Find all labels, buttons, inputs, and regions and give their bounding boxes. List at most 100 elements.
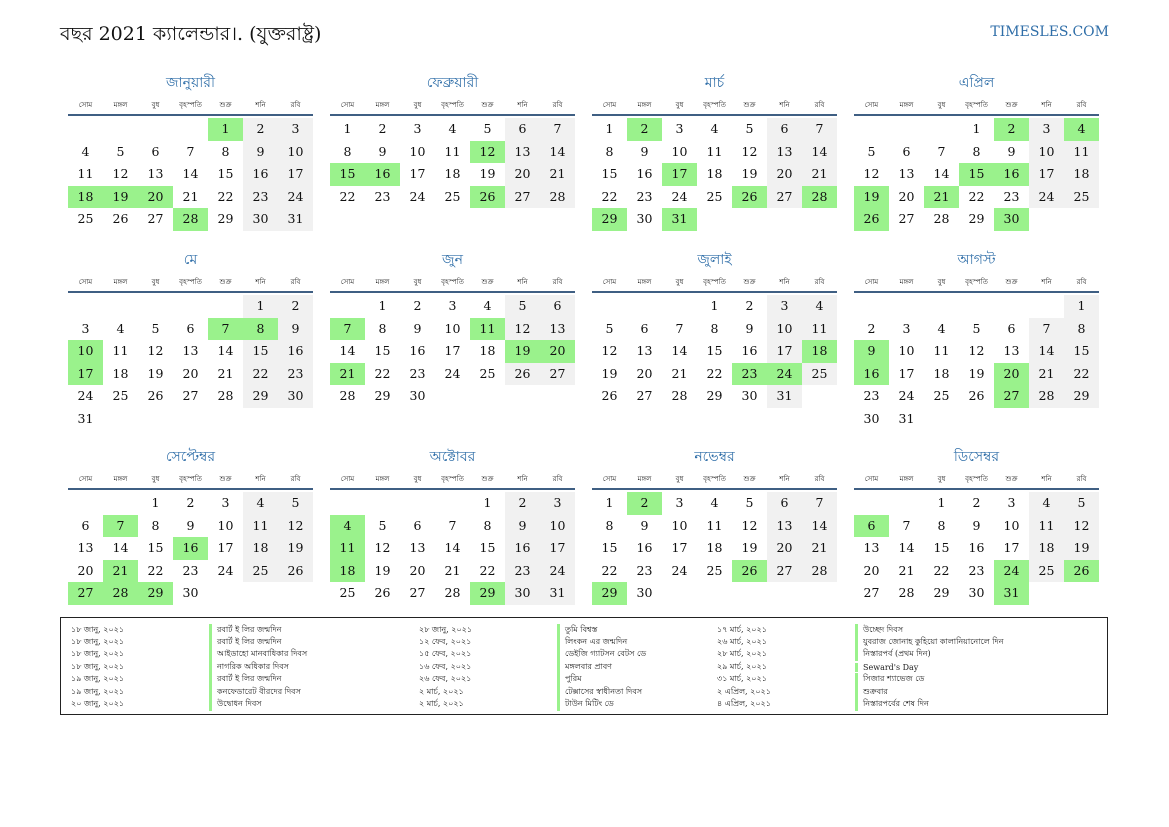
holiday-day-cell[interactable]: 24: [994, 559, 1029, 582]
day-cell[interactable]: 16: [636, 540, 653, 555]
day-cell[interactable]: 26: [374, 585, 391, 600]
day-cell[interactable]: 22: [933, 562, 950, 578]
day-cell[interactable]: 8: [483, 517, 492, 533]
day-cell[interactable]: 31: [898, 410, 915, 426]
holiday-day-cell[interactable]: 24: [767, 362, 802, 385]
day-cell[interactable]: 25: [802, 362, 837, 385]
holiday-day-cell[interactable]: 29: [592, 582, 627, 605]
day-cell[interactable]: 30: [863, 410, 880, 426]
day-cell[interactable]: 19: [741, 540, 758, 555]
day-cell[interactable]: 4: [81, 143, 90, 159]
day-cell[interactable]: 2: [186, 495, 195, 510]
day-cell[interactable]: 6: [540, 295, 575, 318]
day-cell[interactable]: 27: [898, 211, 915, 226]
day-cell[interactable]: 18: [1029, 537, 1064, 560]
day-cell[interactable]: 12: [147, 343, 164, 358]
day-cell[interactable]: 8: [605, 143, 614, 159]
holiday-day-cell[interactable]: 26: [732, 559, 767, 582]
day-cell[interactable]: 28: [1029, 385, 1064, 408]
day-cell[interactable]: 11: [933, 343, 950, 358]
day-cell[interactable]: 28: [444, 585, 461, 600]
day-cell[interactable]: 8: [972, 143, 981, 159]
day-cell[interactable]: 25: [706, 562, 723, 578]
day-cell[interactable]: 20: [182, 365, 199, 381]
day-cell[interactable]: 9: [745, 320, 754, 336]
day-cell[interactable]: 12: [374, 540, 391, 555]
day-cell[interactable]: 23: [374, 188, 391, 204]
day-cell[interactable]: 21: [898, 562, 915, 578]
holiday-day-cell[interactable]: 18: [68, 185, 103, 208]
day-cell[interactable]: 24: [671, 562, 688, 578]
holiday-day-cell[interactable]: 2: [627, 118, 662, 141]
holiday-day-cell[interactable]: 2: [994, 118, 1029, 141]
day-cell[interactable]: 18: [706, 540, 723, 555]
day-cell[interactable]: 6: [505, 118, 540, 141]
day-cell[interactable]: 5: [745, 495, 754, 510]
day-cell[interactable]: 10: [217, 517, 234, 533]
day-cell[interactable]: 19: [374, 562, 391, 578]
day-cell[interactable]: 10: [278, 140, 313, 163]
day-cell[interactable]: 13: [182, 343, 199, 358]
day-cell[interactable]: 4: [116, 320, 125, 336]
day-cell[interactable]: 1: [378, 298, 387, 313]
holiday-day-cell[interactable]: 21: [103, 559, 138, 582]
day-cell[interactable]: 3: [448, 298, 457, 313]
day-cell[interactable]: 16: [968, 540, 985, 555]
day-cell[interactable]: 3: [81, 320, 90, 336]
holiday-day-cell[interactable]: 1: [208, 118, 243, 141]
day-cell[interactable]: 26: [278, 559, 313, 582]
day-cell[interactable]: 11: [706, 143, 723, 159]
day-cell[interactable]: 30: [636, 585, 653, 600]
day-cell[interactable]: 27: [147, 211, 164, 226]
day-cell[interactable]: 12: [278, 514, 313, 537]
holiday-day-cell[interactable]: 9: [854, 340, 889, 363]
day-cell[interactable]: 9: [278, 317, 313, 340]
day-cell[interactable]: 22: [243, 362, 278, 385]
day-cell[interactable]: 10: [409, 143, 426, 159]
day-cell[interactable]: 5: [116, 143, 125, 159]
day-cell[interactable]: 3: [902, 320, 911, 336]
day-cell[interactable]: 26: [112, 211, 129, 226]
day-cell[interactable]: 2: [867, 320, 876, 336]
day-cell[interactable]: 16: [505, 537, 540, 560]
day-cell[interactable]: 28: [217, 388, 234, 403]
day-cell[interactable]: 7: [186, 143, 195, 159]
day-cell[interactable]: 17: [1029, 163, 1064, 186]
day-cell[interactable]: 16: [636, 166, 653, 181]
day-cell[interactable]: 17: [278, 163, 313, 186]
day-cell[interactable]: 22: [479, 562, 496, 578]
day-cell[interactable]: 7: [1029, 317, 1064, 340]
day-cell[interactable]: 6: [81, 517, 90, 533]
day-cell[interactable]: 18: [1064, 163, 1099, 186]
day-cell[interactable]: 13: [636, 343, 653, 358]
holiday-day-cell[interactable]: 16: [173, 537, 208, 560]
day-cell[interactable]: 16: [278, 340, 313, 363]
day-cell[interactable]: 15: [217, 166, 234, 181]
day-cell[interactable]: 8: [605, 517, 614, 533]
day-cell[interactable]: 24: [671, 188, 688, 204]
day-cell[interactable]: 22: [601, 562, 618, 578]
holiday-day-cell[interactable]: 15: [959, 163, 994, 186]
day-cell[interactable]: 23: [1003, 188, 1020, 204]
day-cell[interactable]: 22: [601, 188, 618, 204]
day-cell[interactable]: 3: [767, 295, 802, 318]
day-cell[interactable]: 11: [77, 166, 94, 181]
day-cell[interactable]: 13: [147, 166, 164, 181]
day-cell[interactable]: 19: [968, 365, 985, 381]
day-cell[interactable]: 1: [710, 298, 719, 313]
day-cell[interactable]: 26: [601, 388, 618, 403]
day-cell[interactable]: 9: [243, 140, 278, 163]
day-cell[interactable]: 3: [1007, 495, 1016, 510]
day-cell[interactable]: 4: [1029, 492, 1064, 515]
day-cell[interactable]: 29: [1064, 385, 1099, 408]
holiday-day-cell[interactable]: 11: [470, 317, 505, 340]
holiday-day-cell[interactable]: 26: [854, 208, 889, 231]
day-cell[interactable]: 15: [243, 340, 278, 363]
day-cell[interactable]: 31: [278, 208, 313, 231]
day-cell[interactable]: 20: [505, 163, 540, 186]
holiday-day-cell[interactable]: 16: [365, 163, 400, 186]
day-cell[interactable]: 7: [802, 492, 837, 515]
day-cell[interactable]: 20: [636, 365, 653, 381]
day-cell[interactable]: 3: [1029, 118, 1064, 141]
day-cell[interactable]: 23: [505, 559, 540, 582]
